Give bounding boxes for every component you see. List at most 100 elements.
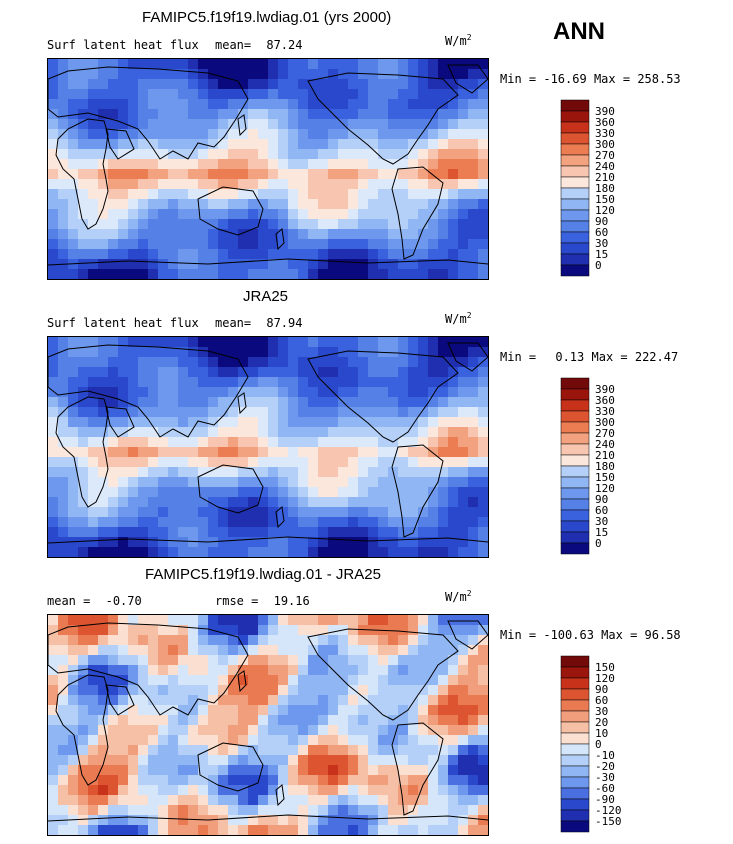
map-cell [348, 477, 359, 488]
map-cell [398, 645, 409, 656]
map-cell [368, 705, 379, 716]
map-cell [458, 129, 469, 140]
map-cell [448, 209, 459, 220]
map-cell [398, 785, 409, 796]
map-cell [418, 645, 429, 656]
map-cell [238, 189, 249, 200]
map-cell [108, 69, 119, 80]
map-cell [68, 189, 79, 200]
panel-diff-rmse-value: 19.16 [273, 594, 310, 608]
map-cell [238, 507, 249, 518]
map-cell [328, 269, 339, 279]
map-cell [98, 755, 109, 766]
colorbar-swatch [560, 165, 590, 178]
map-cell [318, 89, 329, 100]
map-cell [468, 269, 479, 279]
map-cell [168, 815, 179, 826]
map-cell [288, 537, 299, 548]
map-cell [358, 705, 369, 716]
map-cell [438, 169, 449, 180]
map-cell [378, 665, 389, 676]
map-cell [398, 517, 409, 528]
map-cell [258, 169, 269, 180]
map-cell [368, 99, 379, 110]
map-cell [378, 219, 389, 230]
map-cell [328, 547, 339, 557]
map-cell [88, 547, 99, 557]
map-cell [118, 775, 129, 786]
map-cell [128, 447, 139, 458]
map-cell [368, 635, 379, 646]
map-cell [468, 795, 479, 806]
map-cell [268, 129, 279, 140]
map-cell [198, 179, 209, 190]
map-cell [78, 795, 89, 806]
map-cell [318, 139, 329, 150]
map-cell [338, 795, 349, 806]
map-cell [278, 537, 289, 548]
map-cell [438, 547, 449, 557]
map-cell [108, 537, 119, 548]
map-cell [338, 149, 349, 160]
map-cell [388, 815, 399, 826]
map-cell [158, 457, 169, 468]
map-cell [78, 547, 89, 557]
map-cell [438, 775, 449, 786]
map-cell [358, 725, 369, 736]
map-cell [438, 179, 449, 190]
map-cell [268, 89, 279, 100]
map-cell [108, 655, 119, 666]
map-cell [258, 367, 269, 378]
map-cell [158, 745, 169, 756]
map-cell [408, 635, 419, 646]
map-cell [208, 745, 219, 756]
colorbar-swatch [560, 509, 590, 522]
map-cell [238, 537, 249, 548]
map-cell [88, 69, 99, 80]
map-cell [118, 695, 129, 706]
map-cell [58, 99, 69, 110]
map-cell [128, 337, 139, 348]
map-cell [388, 417, 399, 428]
map-cell [48, 517, 59, 528]
map-cell [298, 397, 309, 408]
map-cell [408, 179, 419, 190]
map-cell [318, 467, 329, 478]
map-cell [348, 337, 359, 348]
map-cell [408, 795, 419, 806]
map-cell [58, 159, 69, 170]
map-cell [478, 815, 488, 826]
map-cell [288, 497, 299, 508]
map-cell [418, 347, 429, 358]
map-cell [248, 685, 259, 696]
map-cell [98, 645, 109, 656]
map-cell [338, 705, 349, 716]
map-cell [238, 547, 249, 557]
map-cell [308, 99, 319, 110]
colorbar-swatch [560, 710, 590, 723]
map-cell [58, 79, 69, 90]
map-cell [138, 219, 149, 230]
map-cell [208, 119, 219, 130]
map-cell [308, 547, 319, 557]
map-cell [428, 725, 439, 736]
map-cell [238, 665, 249, 676]
map-cell [458, 337, 469, 348]
map-cell [198, 397, 209, 408]
map-cell [408, 725, 419, 736]
map-cell [238, 527, 249, 538]
map-cell [268, 437, 279, 448]
map-cell [278, 59, 289, 70]
map-cell [148, 209, 159, 220]
map-cell [388, 497, 399, 508]
map-cell [478, 695, 488, 706]
map-cell [448, 755, 459, 766]
map-cell [208, 109, 219, 120]
map-cell [208, 427, 219, 438]
map-cell [468, 377, 479, 388]
map-cell [288, 427, 299, 438]
map-cell [138, 775, 149, 786]
map-cell [378, 735, 389, 746]
map-cell [98, 139, 109, 150]
map-cell [168, 755, 179, 766]
